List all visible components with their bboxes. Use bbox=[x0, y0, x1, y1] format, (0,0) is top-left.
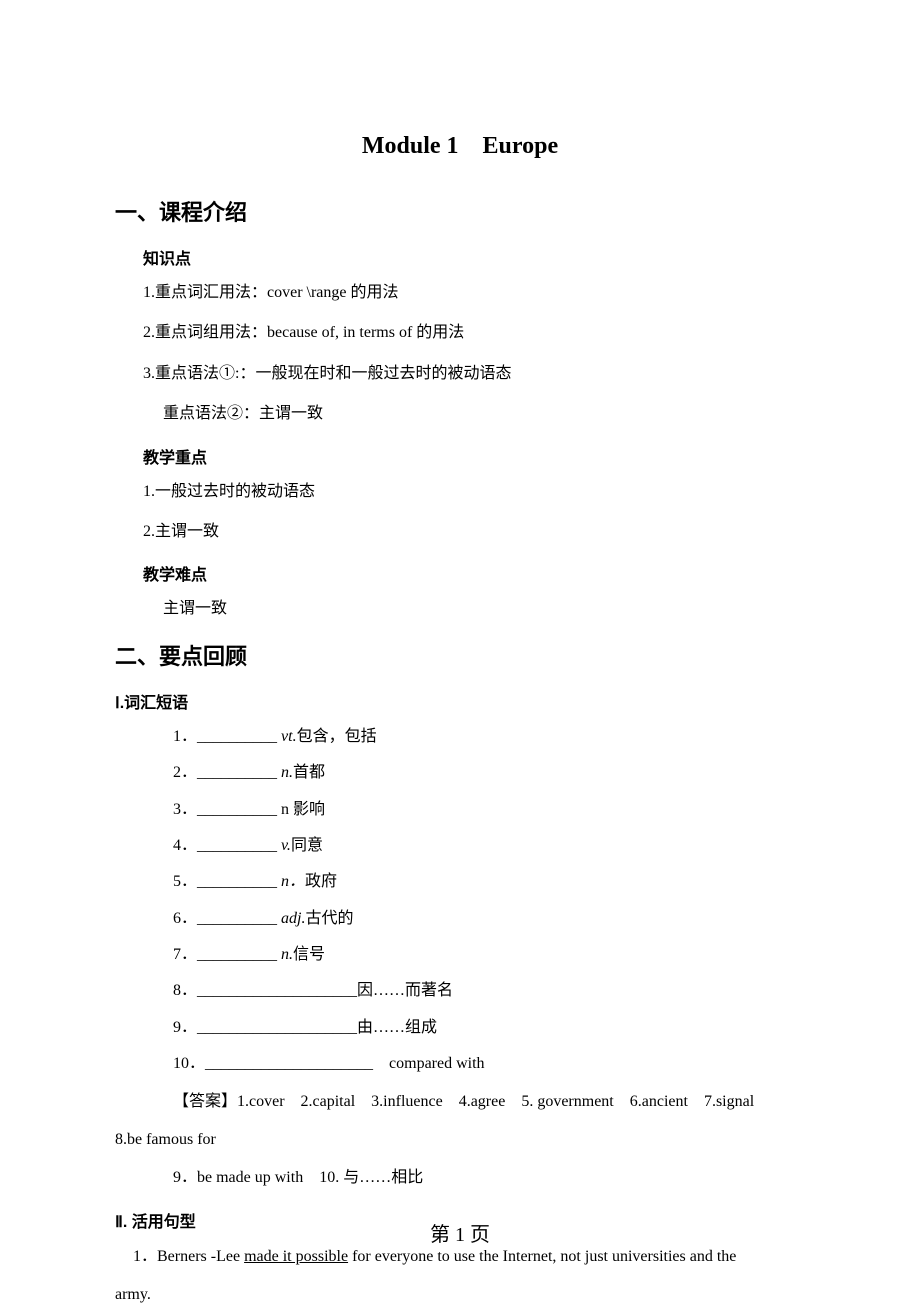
vocab-item-5: 5．__________ n．政府 bbox=[173, 871, 805, 893]
page-footer: 第 1 页 bbox=[0, 1218, 920, 1247]
vocab-blank: __________ bbox=[197, 910, 281, 927]
answer-line-1-cont: 8.be famous for bbox=[115, 1128, 805, 1152]
vocab-blank: __________ bbox=[197, 837, 281, 854]
vocab-num: 5． bbox=[173, 873, 197, 890]
vocab-item-10: 10．_____________________ compared with bbox=[173, 1053, 805, 1075]
vocab-item-8: 8．____________________因……而著名 bbox=[173, 980, 805, 1002]
section-1-heading: 一、课程介绍 bbox=[115, 195, 805, 227]
vocab-pos: v. bbox=[281, 837, 291, 854]
vocab-num: 3． bbox=[173, 801, 197, 818]
vocab-item-4: 4．__________ v.同意 bbox=[173, 835, 805, 857]
sentence-1a: 1．Berners -Lee bbox=[133, 1248, 244, 1265]
vocab-blank: _____________________ bbox=[205, 1055, 389, 1072]
vocab-num: 2． bbox=[173, 764, 197, 781]
sub-heading-focus: 教学重点 bbox=[143, 444, 805, 468]
vocab-num: 6． bbox=[173, 910, 197, 927]
vocab-num: 10． bbox=[173, 1055, 205, 1072]
vocab-num: 7． bbox=[173, 946, 197, 963]
vocab-blank: __________ bbox=[197, 728, 281, 745]
answer-line-1: 【答案】1.cover 2.capital 3.influence 4.agre… bbox=[173, 1090, 805, 1114]
sub-heading-difficulty: 教学难点 bbox=[143, 561, 805, 585]
difficulty-1: 主谓一致 bbox=[163, 598, 805, 620]
vocab-num: 8． bbox=[173, 982, 197, 999]
vocab-pos: n. bbox=[281, 764, 293, 781]
vocab-item-6: 6．__________ adj.古代的 bbox=[173, 908, 805, 930]
vocab-def: 影响 bbox=[293, 801, 325, 818]
vocab-item-2: 2．__________ n.首都 bbox=[173, 762, 805, 784]
sentence-1-underline: made it possible bbox=[244, 1248, 348, 1265]
focus-1: 1.一般过去时的被动语态 bbox=[143, 481, 805, 503]
knowledge-point-1: 1.重点词汇用法：cover \range 的用法 bbox=[143, 282, 805, 304]
vocab-pos: adj. bbox=[281, 910, 305, 927]
vocab-def: 由……组成 bbox=[357, 1019, 437, 1036]
focus-2: 2.主谓一致 bbox=[143, 521, 805, 543]
vocab-def: 同意 bbox=[291, 837, 323, 854]
vocab-blank: ____________________ bbox=[197, 1019, 357, 1036]
vocab-def: 包含，包括 bbox=[297, 728, 377, 745]
vocab-num: 1． bbox=[173, 728, 197, 745]
sentence-1b: for everyone to use the Internet, not ju… bbox=[348, 1248, 736, 1265]
vocab-def: 政府 bbox=[305, 873, 337, 890]
section-2-heading: 二、要点回顾 bbox=[115, 639, 805, 671]
vocab-heading: Ⅰ.词汇短语 bbox=[115, 689, 805, 713]
vocab-pos: n． bbox=[281, 873, 305, 890]
vocab-blank: __________ bbox=[197, 873, 281, 890]
vocab-blank: ____________________ bbox=[197, 982, 357, 999]
sentence-1: 1．Berners -Lee made it possible for ever… bbox=[133, 1245, 805, 1269]
vocab-pos: n. bbox=[281, 946, 293, 963]
vocab-num: 9． bbox=[173, 1019, 197, 1036]
vocab-def: 古代的 bbox=[305, 910, 353, 927]
vocab-def: 首都 bbox=[293, 764, 325, 781]
vocab-pos: vt. bbox=[281, 728, 297, 745]
vocab-item-9: 9．____________________由……组成 bbox=[173, 1017, 805, 1039]
vocab-pos: n bbox=[281, 801, 293, 818]
vocab-def: compared with bbox=[389, 1055, 485, 1072]
sentence-1-cont: army. bbox=[115, 1283, 805, 1307]
vocab-item-3: 3．__________ n 影响 bbox=[173, 799, 805, 821]
vocab-num: 4． bbox=[173, 837, 197, 854]
vocab-blank: __________ bbox=[197, 764, 281, 781]
vocab-blank: __________ bbox=[197, 801, 281, 818]
vocab-def: 信号 bbox=[293, 946, 325, 963]
knowledge-point-3: 3.重点语法①:：一般现在时和一般过去时的被动语态 bbox=[143, 363, 805, 385]
vocab-item-1: 1．__________ vt.包含，包括 bbox=[173, 726, 805, 748]
vocab-blank: __________ bbox=[197, 946, 281, 963]
sub-heading-knowledge: 知识点 bbox=[143, 245, 805, 269]
knowledge-point-2: 2.重点词组用法：because of, in terms of 的用法 bbox=[143, 322, 805, 344]
module-title: Module 1 Europe bbox=[115, 125, 805, 160]
answer-line-2: 9．be made up with 10. 与……相比 bbox=[173, 1166, 805, 1190]
vocab-item-7: 7．__________ n.信号 bbox=[173, 944, 805, 966]
knowledge-point-3b: 重点语法②：主谓一致 bbox=[163, 403, 805, 425]
vocab-def: 因……而著名 bbox=[357, 982, 453, 999]
